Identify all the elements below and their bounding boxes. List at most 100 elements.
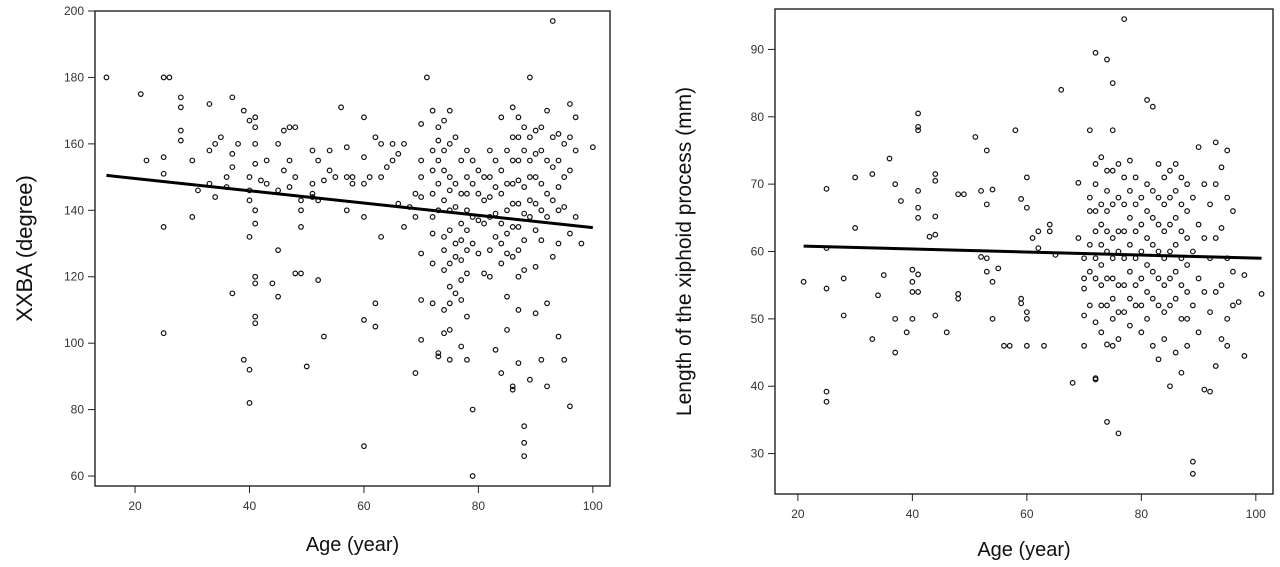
data-point <box>532 150 539 157</box>
data-point <box>464 207 470 214</box>
data-point <box>1155 221 1162 228</box>
data-point <box>978 253 984 260</box>
data-point <box>544 300 550 307</box>
data-point <box>1041 342 1047 349</box>
data-point <box>475 250 482 257</box>
data-point <box>515 114 522 121</box>
data-point <box>1109 167 1116 174</box>
data-point <box>932 171 939 177</box>
data-point <box>1115 194 1122 201</box>
data-point <box>1075 179 1082 186</box>
data-point <box>515 273 522 280</box>
data-point <box>532 200 539 207</box>
data-point <box>1109 275 1116 282</box>
data-point <box>1086 208 1093 214</box>
data-point <box>1035 228 1042 235</box>
data-point <box>1098 282 1105 289</box>
data-point <box>343 144 350 151</box>
data-point <box>429 107 436 114</box>
data-point <box>515 134 522 141</box>
data-point <box>1018 295 1025 302</box>
data-point <box>1138 302 1145 309</box>
data-point <box>955 295 962 302</box>
data-point <box>1218 336 1225 342</box>
data-point <box>1001 342 1007 349</box>
data-point <box>892 181 899 188</box>
data-point <box>852 174 859 181</box>
data-point <box>509 224 516 230</box>
data-point <box>538 180 545 187</box>
data-point <box>429 230 436 237</box>
data-point <box>561 174 568 180</box>
data-point <box>103 74 110 81</box>
data-point <box>486 174 493 180</box>
x-tick-label: 100 <box>583 499 603 513</box>
data-point <box>286 157 293 164</box>
data-point <box>418 336 425 343</box>
data-point <box>492 157 499 164</box>
data-point <box>1212 289 1219 295</box>
data-point <box>1092 49 1099 56</box>
data-point <box>1115 336 1122 342</box>
data-point <box>1023 174 1030 181</box>
data-point <box>1092 161 1099 167</box>
data-point <box>1109 255 1116 262</box>
data-point <box>458 237 465 244</box>
data-point <box>1109 342 1116 349</box>
data-point <box>544 214 550 220</box>
data-point <box>160 224 167 230</box>
data-point <box>1098 221 1105 228</box>
y-tick-label: 200 <box>64 4 84 18</box>
data-point <box>464 313 470 320</box>
x-tick-label: 80 <box>1135 507 1149 521</box>
data-point <box>429 190 436 197</box>
data-point <box>983 147 990 154</box>
data-point <box>1121 201 1128 208</box>
data-point <box>412 214 419 220</box>
data-point <box>1167 167 1173 174</box>
data-point <box>458 297 465 303</box>
data-point <box>1104 275 1110 282</box>
data-point <box>1172 161 1179 167</box>
data-point <box>263 180 270 187</box>
data-point <box>869 336 876 342</box>
data-point <box>1126 268 1133 275</box>
data-point <box>1184 315 1191 322</box>
data-point <box>915 204 922 211</box>
data-point <box>526 74 533 81</box>
data-point <box>515 307 522 313</box>
data-point <box>1029 235 1036 241</box>
data-point <box>932 213 939 220</box>
data-point <box>326 147 333 154</box>
data-point <box>320 333 327 340</box>
data-point <box>418 250 425 257</box>
data-point <box>223 174 230 180</box>
y-tick-label: 70 <box>751 177 765 191</box>
data-point <box>875 292 881 299</box>
data-point <box>492 233 499 240</box>
data-point <box>361 443 367 450</box>
data-point <box>458 257 465 264</box>
data-point <box>298 224 304 230</box>
data-point <box>160 74 167 81</box>
data-point <box>1104 167 1110 174</box>
data-point <box>549 134 556 141</box>
data-point <box>955 191 962 198</box>
data-point <box>1224 342 1231 349</box>
data-point <box>892 315 899 322</box>
data-point <box>429 167 436 174</box>
data-point <box>932 177 939 184</box>
data-point <box>1155 356 1162 363</box>
data-point <box>880 272 887 278</box>
data-point <box>555 240 562 247</box>
data-point <box>1081 255 1088 262</box>
data-point <box>1132 302 1139 309</box>
y-tick-label: 80 <box>751 110 765 124</box>
data-point <box>464 147 470 154</box>
data-point <box>1086 127 1093 134</box>
data-point <box>515 360 522 366</box>
data-point <box>1098 154 1105 161</box>
data-point <box>1081 275 1088 282</box>
data-point <box>989 315 996 322</box>
data-point <box>521 184 528 190</box>
